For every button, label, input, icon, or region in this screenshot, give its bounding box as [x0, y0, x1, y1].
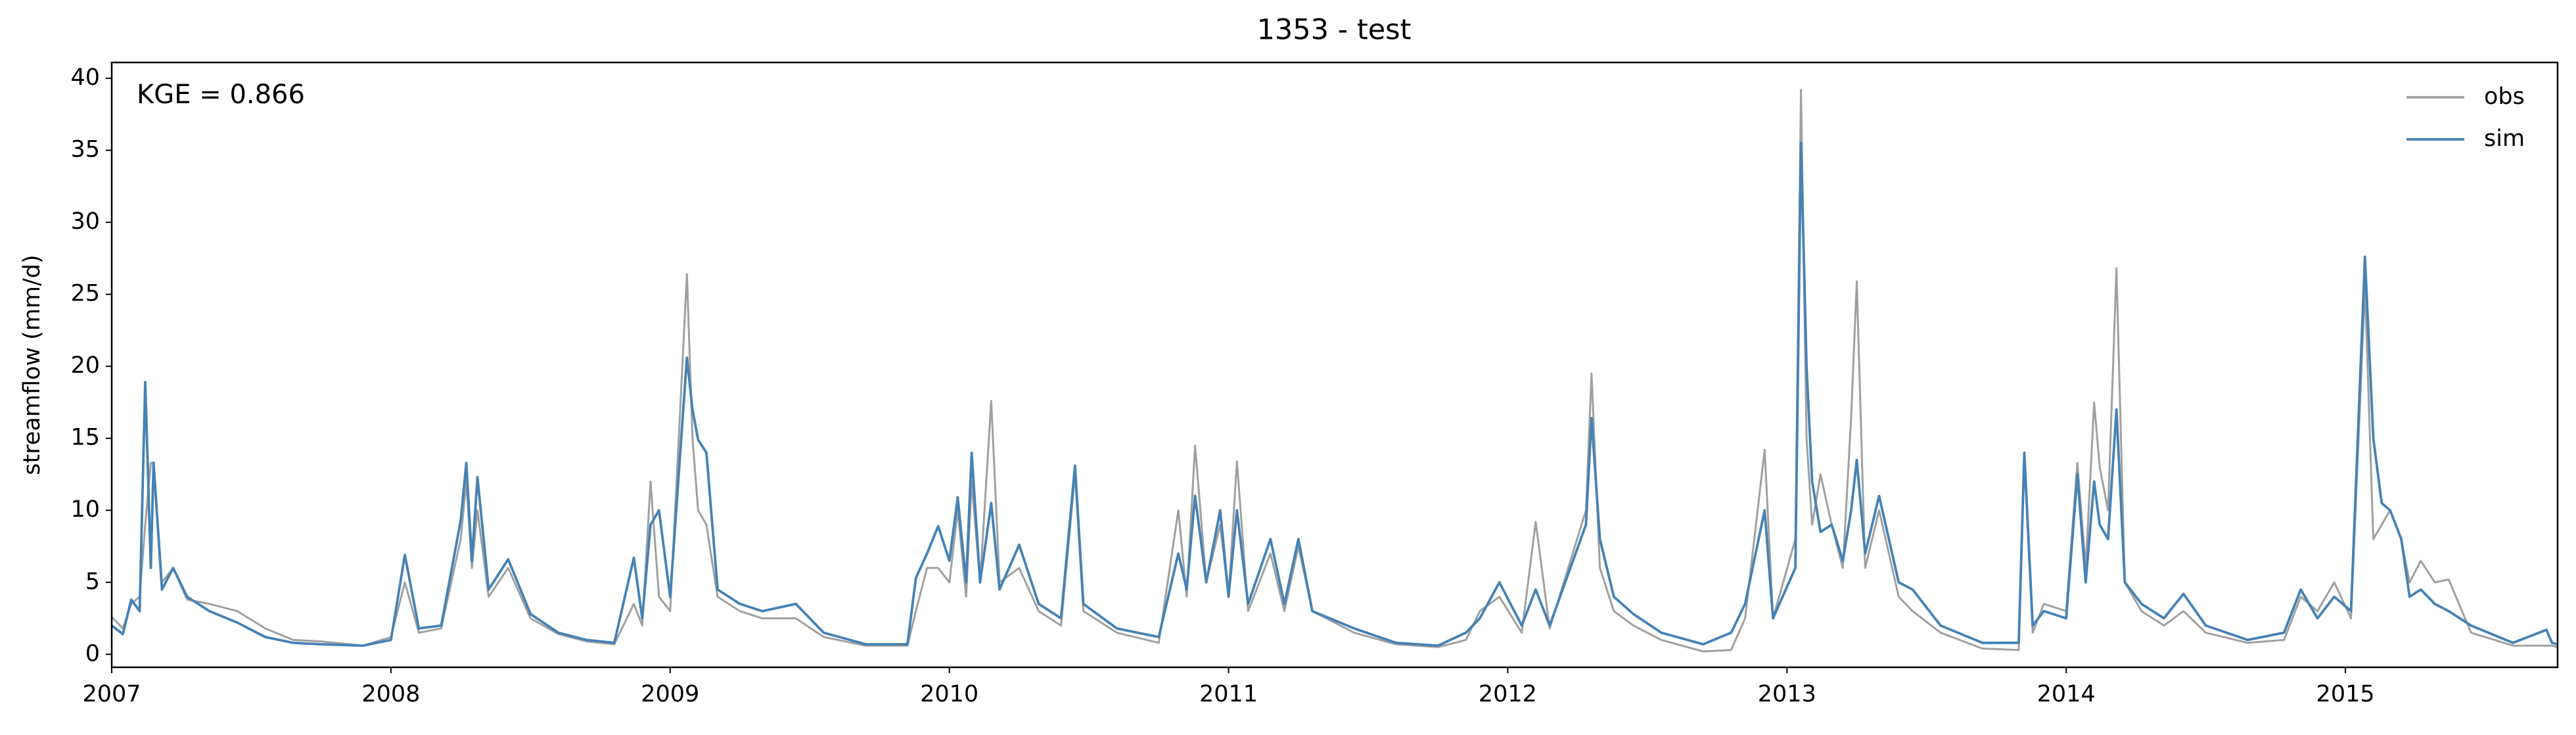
y-tick-label: 25	[70, 281, 100, 307]
plot-frame	[110, 61, 2559, 669]
y-axis-label: streamflow (mm/d)	[19, 254, 45, 475]
x-tick-label: 2012	[1479, 681, 1537, 707]
x-tick-label: 2010	[920, 681, 978, 707]
y-tick-label: 35	[70, 137, 100, 163]
y-tick-label: 30	[70, 208, 100, 235]
x-tick-label: 2007	[82, 681, 141, 707]
y-tick-label: 5	[85, 569, 100, 595]
x-tick-label: 2013	[1758, 681, 1816, 707]
x-tick-label: 2015	[2316, 681, 2375, 707]
x-tick-label: 2008	[361, 681, 420, 707]
chart-title: 1353 - test	[1257, 14, 1412, 47]
y-tick-label: 15	[70, 425, 100, 451]
x-tick-label: 2011	[1199, 681, 1258, 707]
y-tick-label: 20	[70, 352, 100, 379]
y-tick-label: 0	[85, 640, 100, 667]
y-tick-label: 10	[70, 496, 100, 523]
annotation: KGE = 0.866	[137, 80, 305, 110]
legend-label: obs	[2484, 83, 2525, 110]
x-tick-label: 2009	[641, 681, 699, 707]
x-tick-label: 2014	[2037, 681, 2096, 707]
line-1	[110, 141, 2558, 647]
y-tick-label: 40	[70, 64, 100, 91]
legend-label: sim	[2484, 126, 2525, 152]
